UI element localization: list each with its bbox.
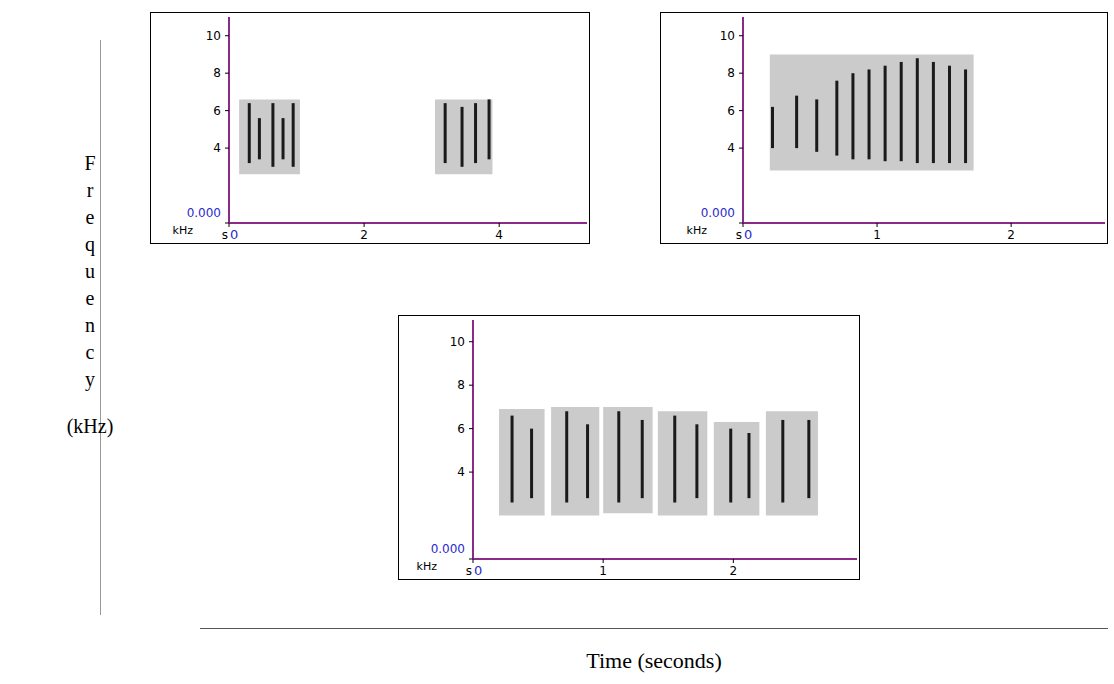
svg-text:kHz: kHz: [173, 224, 194, 237]
html-text:Time (seconds): Time (seconds): [586, 648, 722, 673]
svg-text:10: 10: [450, 335, 465, 349]
svg-text:6: 6: [457, 422, 465, 436]
svg-text:2: 2: [360, 228, 368, 242]
svg-text:2: 2: [1007, 228, 1015, 242]
svg-text:s: s: [466, 564, 472, 578]
svg-text:s: s: [736, 228, 742, 242]
svg-text:kHz: kHz: [687, 224, 708, 237]
html-text:q: q: [85, 233, 95, 255]
svg-text:8: 8: [457, 378, 465, 392]
html-text:c: c: [85, 341, 95, 363]
svg-text:0.000: 0.000: [701, 206, 735, 220]
svg-text:6: 6: [727, 104, 735, 118]
html-text:y: y: [85, 368, 95, 390]
svg-text:s: s: [222, 228, 228, 242]
svg-text:10: 10: [720, 29, 735, 43]
svg-text:8: 8: [213, 66, 221, 80]
svg-text:0: 0: [744, 227, 752, 242]
svg-text:0.000: 0.000: [431, 542, 465, 556]
html-text:F: F: [84, 152, 96, 174]
svg-text:0: 0: [230, 227, 238, 242]
svg-text:4: 4: [457, 465, 465, 479]
svg-text:8: 8: [727, 66, 735, 80]
html-text:r: r: [86, 179, 94, 201]
svg-text:6: 6: [213, 104, 221, 118]
html-text:u: u: [85, 260, 95, 282]
svg-text:1: 1: [873, 228, 881, 242]
html-text:e: e: [85, 206, 95, 228]
svg-text:4: 4: [727, 141, 735, 155]
svg-text:1: 1: [599, 564, 607, 578]
html-text:e: e: [85, 287, 95, 309]
svg-text:kHz: kHz: [417, 560, 438, 573]
svg-text:4: 4: [213, 141, 221, 155]
svg-text:0: 0: [474, 563, 482, 578]
svg-text:2: 2: [730, 564, 738, 578]
svg-text:0.000: 0.000: [187, 206, 221, 220]
svg-text:4: 4: [495, 228, 503, 242]
html-text:n: n: [85, 314, 95, 336]
svg-text:10: 10: [206, 29, 221, 43]
html-text:(kHz): (kHz): [66, 415, 114, 437]
